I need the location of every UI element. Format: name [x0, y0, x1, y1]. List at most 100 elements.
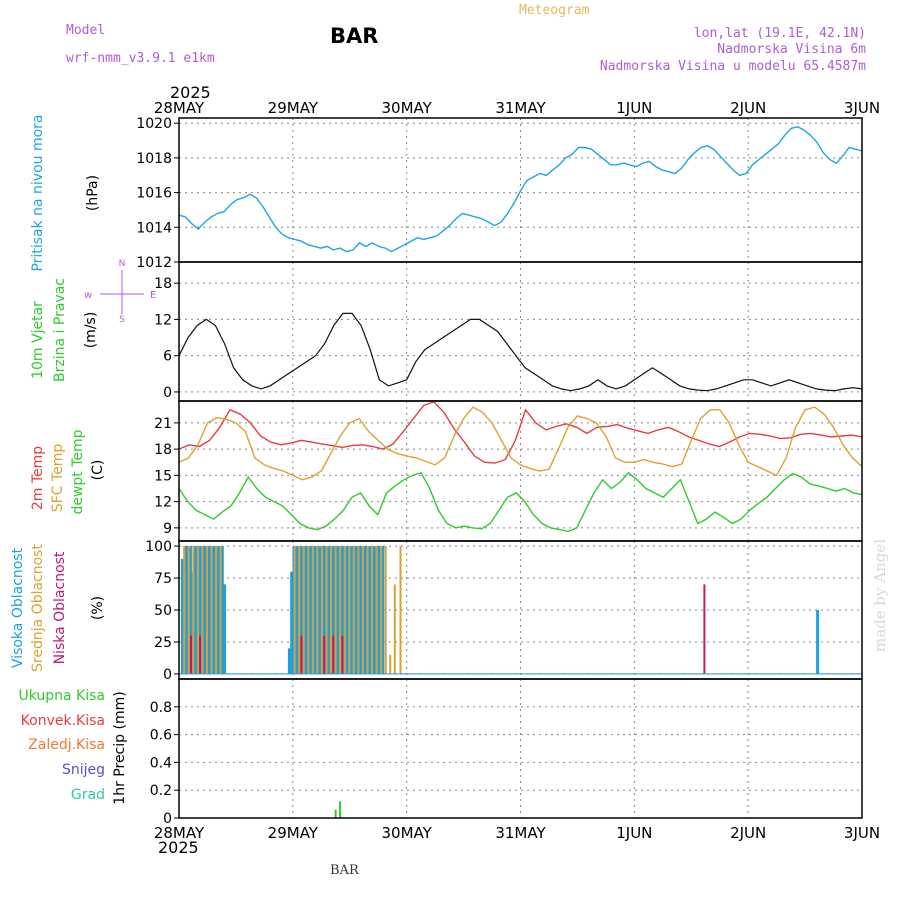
y-tick-label: 0.6: [150, 728, 172, 744]
bar: [313, 546, 316, 674]
bar: [344, 546, 348, 674]
temp2m-label: 2m Temp: [30, 446, 46, 510]
bar: [367, 546, 371, 674]
bar: [307, 546, 310, 674]
coords-label: lon,lat (19.1E, 42.1N): [694, 26, 866, 41]
bar: [393, 584, 396, 674]
bar: [334, 546, 337, 674]
bar: [348, 546, 351, 674]
bar: [223, 584, 226, 674]
compass-north: N: [119, 259, 126, 269]
wind-ylabel: 10m Vjetar: [30, 301, 46, 379]
bar: [290, 571, 294, 674]
bar: [219, 546, 222, 674]
bar: [302, 546, 305, 674]
dewpt-temp-label: dewpt Temp: [70, 429, 86, 514]
compass-east: E: [150, 290, 156, 301]
x-tick-label-bottom: 31MAY: [495, 824, 546, 842]
x-tick-label-top: 2JUN: [730, 99, 766, 117]
mid-cloud-label: Srednja Oblacnost: [30, 544, 46, 672]
y-tick-label: 75: [154, 571, 172, 587]
bar: [703, 584, 706, 674]
series-line: [178, 406, 863, 481]
bar: [198, 546, 201, 674]
series-line: [178, 401, 863, 464]
year-top: 2025: [170, 83, 211, 102]
x-tick-label-top: 3JUN: [844, 99, 880, 117]
x-tick-label-top: 1JUN: [616, 99, 652, 117]
bar: [372, 546, 376, 674]
model-label: Model: [66, 23, 105, 38]
y-tick-label: 0: [163, 667, 172, 683]
y-tick-label: 21: [154, 416, 172, 432]
y-tick-label: 1016: [136, 186, 172, 202]
bar: [184, 546, 188, 674]
y-tick-label: 15: [154, 468, 172, 484]
bar: [343, 546, 346, 674]
bar: [298, 546, 301, 674]
precip-unit: 1hr Precip (mm): [112, 691, 128, 804]
bar: [190, 635, 192, 674]
bar: [320, 546, 323, 674]
bar: [371, 546, 373, 674]
bar: [207, 546, 211, 674]
bar: [375, 546, 378, 674]
legend-grad: Grad: [71, 787, 105, 803]
meteogram-title: Meteogram: [519, 3, 590, 18]
cloud-unit: (%): [90, 596, 106, 620]
bar: [339, 801, 342, 818]
bar: [287, 648, 291, 674]
bar: [202, 546, 206, 674]
wind-unit: (m/s): [83, 312, 99, 349]
y-tick-label: 25: [154, 635, 172, 651]
y-tick-label: 9: [163, 521, 172, 537]
bar: [192, 546, 195, 674]
high-cloud-label: Visoka Oblacnost: [10, 547, 26, 668]
bar: [300, 635, 303, 674]
bar: [187, 546, 190, 674]
panel-frame: [178, 678, 863, 819]
footer-label: BAR: [330, 863, 360, 878]
bar: [366, 546, 369, 674]
bar: [193, 546, 197, 674]
bar: [206, 546, 208, 674]
x-tick-label-bottom: 1JUN: [616, 824, 652, 842]
bar: [316, 546, 319, 674]
model-name: wrf-nmm_v3.9.1 e1km: [66, 51, 215, 66]
bar: [349, 546, 353, 674]
temp-unit: (C): [90, 460, 106, 481]
place-title: BAR: [330, 24, 378, 48]
y-tick-label: 0.2: [150, 783, 172, 799]
bar: [311, 546, 314, 674]
watermark: made by Angel: [871, 539, 889, 652]
pressure-ylabel: Pritisak na nivou mora: [30, 114, 46, 271]
bar: [325, 546, 328, 674]
compass-west: w: [84, 290, 92, 301]
model-elevation-label: Nadmorska Visina u modelu 65.4587m: [600, 59, 866, 74]
y-tick-label: 0.8: [150, 700, 172, 716]
low-cloud-label: Niska Oblacnost: [52, 551, 68, 664]
x-tick-label-bottom: 28MAY: [154, 824, 205, 842]
bar: [180, 558, 184, 674]
y-tick-label: 12: [154, 312, 172, 328]
bar: [211, 546, 215, 674]
series-line: [178, 471, 863, 533]
series-line: [178, 125, 863, 253]
bar: [220, 546, 224, 674]
compass-rose-icon: [100, 270, 144, 314]
x-tick-label-bottom: 29MAY: [268, 824, 319, 842]
x-tick-label-bottom: 3JUN: [844, 824, 880, 842]
legend-konvek-kisa: Konvek.Kisa: [21, 713, 105, 729]
bar: [816, 610, 820, 674]
bar: [323, 635, 326, 674]
series-line: [178, 312, 863, 392]
bar: [196, 546, 199, 674]
bar: [358, 546, 362, 674]
bar: [308, 546, 312, 674]
bar: [215, 546, 218, 674]
year-bottom: 2025: [158, 838, 199, 857]
y-tick-label: 12: [154, 495, 172, 511]
y-tick-label: 0.4: [150, 755, 172, 771]
bar: [399, 546, 402, 674]
